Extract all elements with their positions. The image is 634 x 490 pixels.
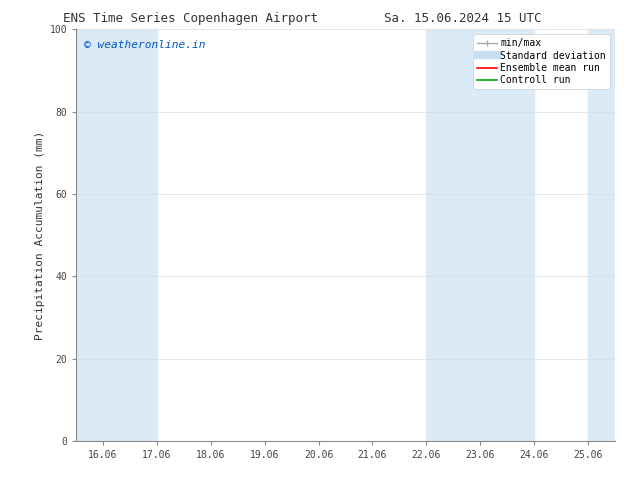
Text: Sa. 15.06.2024 15 UTC: Sa. 15.06.2024 15 UTC — [384, 12, 541, 25]
Bar — [76, 29, 157, 441]
Text: © weatheronline.in: © weatheronline.in — [84, 40, 205, 49]
Legend: min/max, Standard deviation, Ensemble mean run, Controll run: min/max, Standard deviation, Ensemble me… — [473, 34, 610, 89]
Y-axis label: Precipitation Accumulation (mm): Precipitation Accumulation (mm) — [36, 130, 45, 340]
Text: ENS Time Series Copenhagen Airport: ENS Time Series Copenhagen Airport — [63, 12, 318, 25]
Bar — [588, 29, 626, 441]
Bar — [426, 29, 534, 441]
